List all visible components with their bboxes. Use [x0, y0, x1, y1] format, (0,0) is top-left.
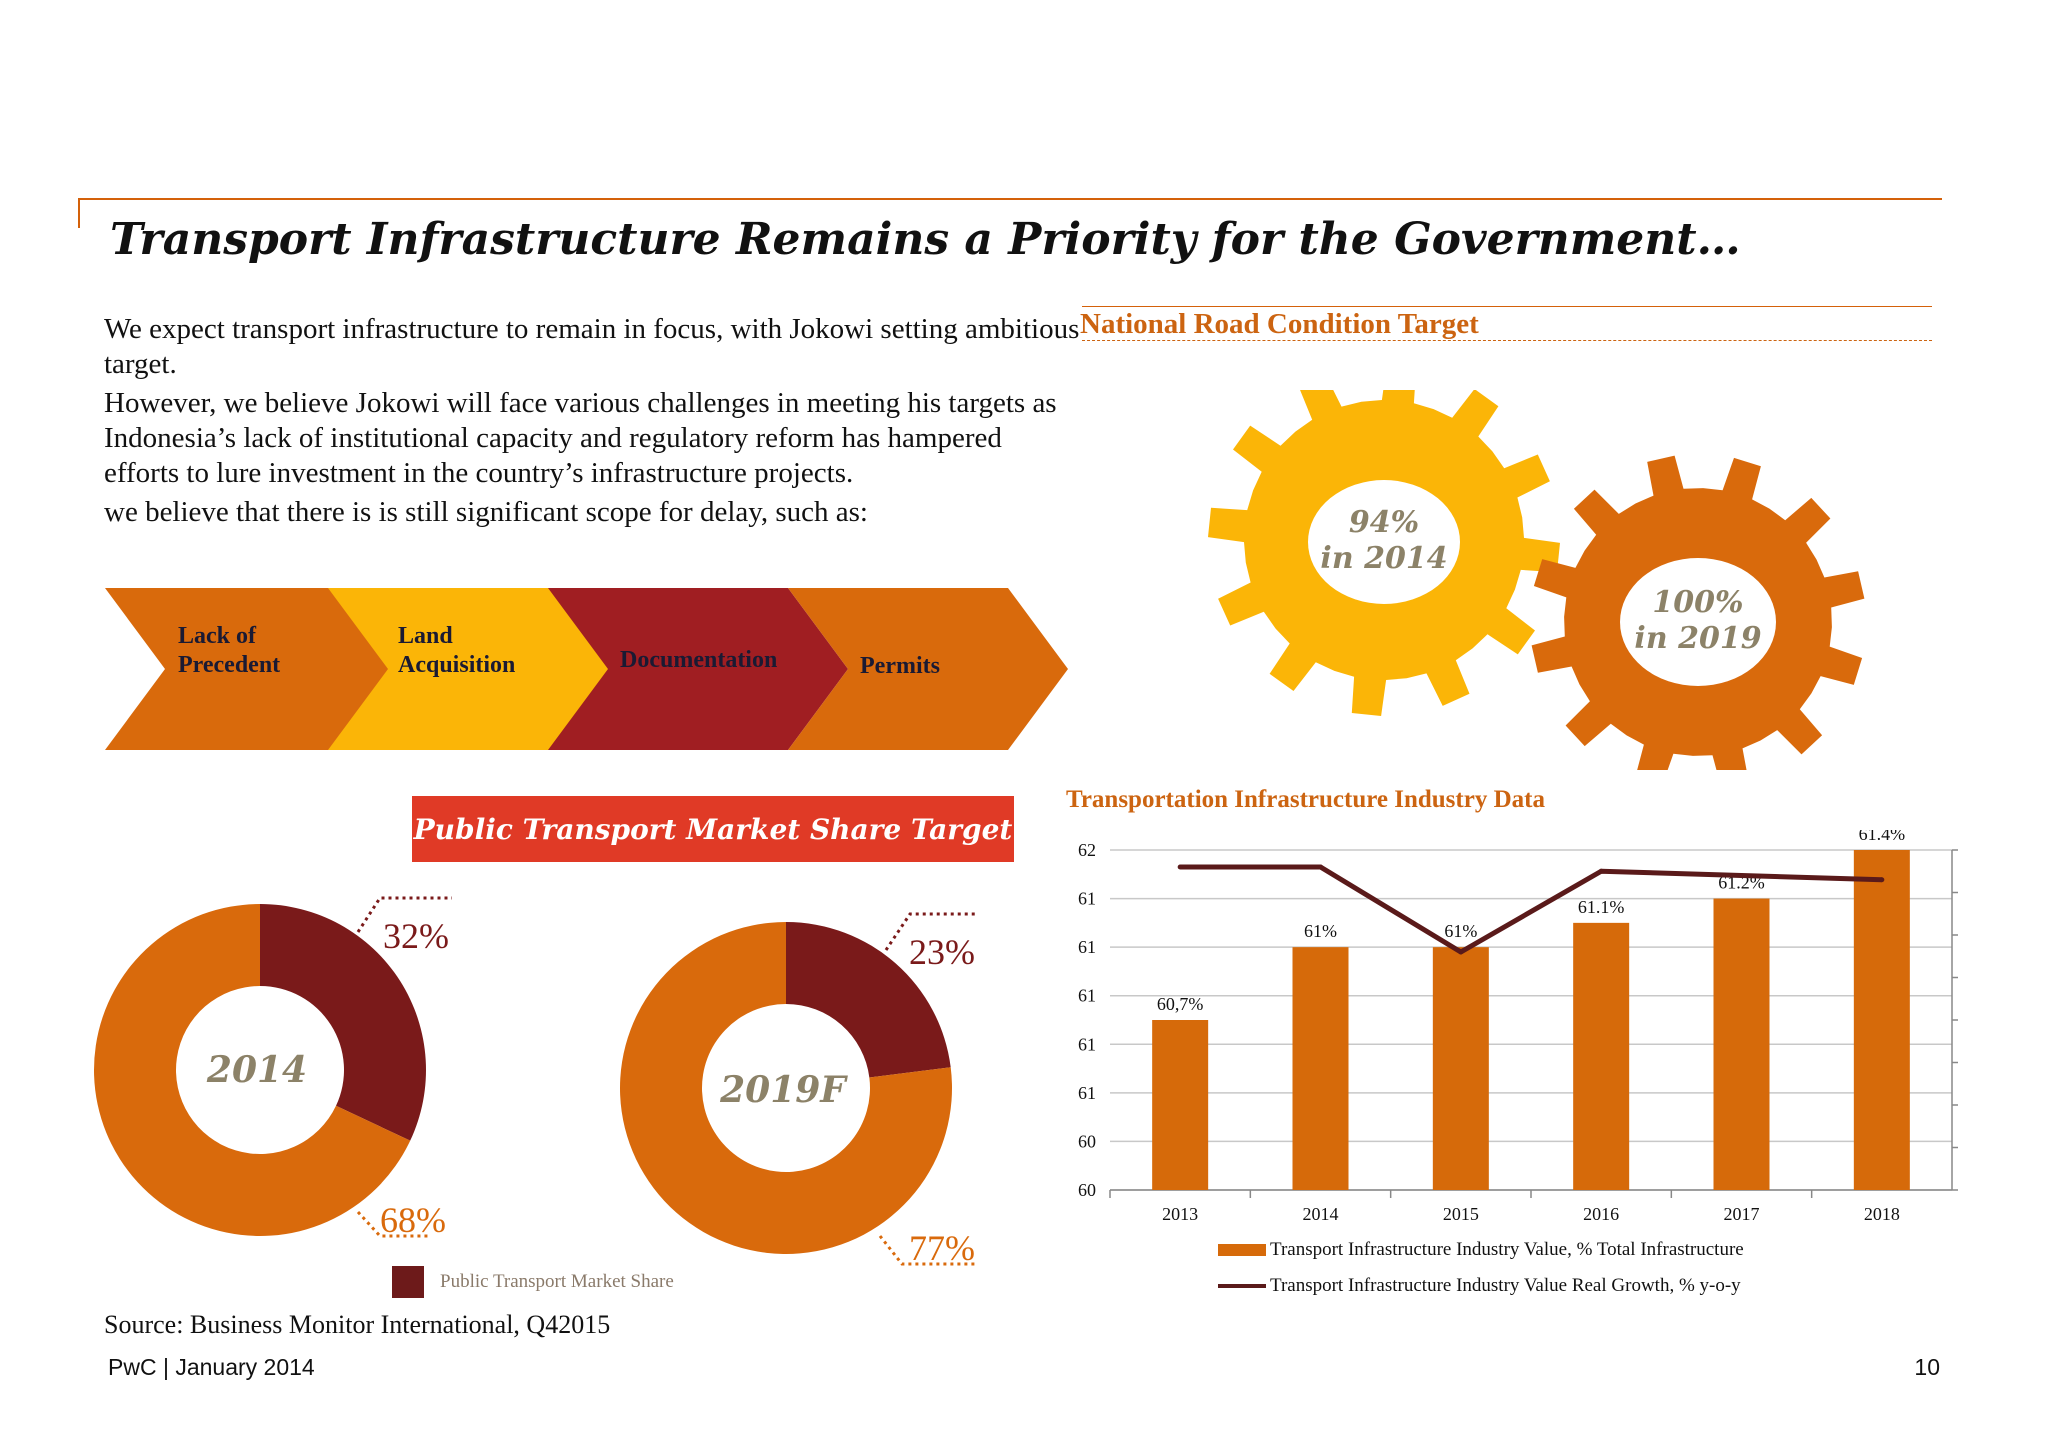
legend-swatch: [1218, 1284, 1266, 1288]
legend-label: Public Transport Market Share: [440, 1271, 674, 1292]
gear-2019: [1531, 455, 1865, 770]
legend-swatch: [392, 1266, 424, 1298]
gear-2014: [1208, 390, 1560, 716]
growth-line: [1180, 864, 1882, 955]
bar: [1713, 898, 1770, 1190]
bar-data-label: 61%: [1304, 921, 1337, 941]
donut-slice: [786, 922, 951, 1078]
x-tick-label: 2018: [1864, 1204, 1900, 1224]
gear-2019-year: in 2019: [1634, 621, 1761, 656]
x-tick-label: 2015: [1443, 1204, 1479, 1224]
donut-slice: [93, 904, 411, 1236]
market-share-legend: Public Transport Market Share: [392, 1266, 674, 1298]
slide-top-rule: [78, 198, 1942, 200]
left-tick-label: 60: [1078, 1180, 1096, 1200]
chevron-label-line: Land: [398, 623, 453, 649]
bar: [1432, 947, 1489, 1190]
bar-data-label: 60,7%: [1157, 994, 1204, 1014]
road-target-title-text: National Road Condition Target: [1080, 308, 1479, 340]
industry-bar-line-chart: 606061616161616201234567860,7%201361%201…: [1078, 830, 1958, 1224]
left-tick-label: 61: [1078, 1034, 1096, 1054]
chevron-label-lack-of-precedent: Lack of Precedent: [178, 622, 280, 680]
intro-paragraph: However, we believe Jokowi will face var…: [104, 387, 1057, 489]
legend-swatch: [1218, 1244, 1266, 1256]
left-tick-label: 61: [1078, 1083, 1096, 1103]
chevron-lack-of-precedent: [105, 588, 400, 750]
donut-center-label: 2019F: [719, 1069, 848, 1111]
source-note: Source: Business Monitor International, …: [104, 1310, 611, 1339]
growth-point: [1879, 877, 1885, 883]
x-tick-label: 2016: [1583, 1204, 1619, 1224]
legend-label: Transport Infrastructure Industry Value …: [1270, 1275, 1741, 1296]
leader-line-2019-77: [878, 1235, 976, 1266]
chevron-label-line: Lack of: [178, 623, 256, 649]
leader-line-2019-23: [884, 912, 976, 951]
road-gears: 94% in 2014 100% in 2019: [1208, 390, 1865, 770]
challenges-chevrons: [105, 588, 1068, 750]
growth-point: [1318, 864, 1323, 870]
page-number: 10: [1914, 1354, 1940, 1380]
bar: [1292, 947, 1349, 1190]
growth-point: [1177, 864, 1183, 870]
industry-chart-legend: Transport Infrastructure Industry Value,…: [1218, 1232, 1744, 1304]
left-tick-label: 61: [1078, 986, 1096, 1006]
donut-slice: [260, 904, 426, 1141]
chevron-land-acquisition: [328, 588, 612, 750]
slide-left-rule: [78, 198, 80, 228]
industry-chart-title: Transportation Infrastructure Industry D…: [1066, 786, 1545, 813]
road-target-title: National Road Condition Target: [1080, 306, 1932, 341]
slice-label: 23%: [909, 932, 975, 972]
chevron-permits: [788, 588, 1068, 750]
chevron-label-permits: Permits: [860, 653, 940, 679]
x-tick-label: 2014: [1303, 1204, 1339, 1224]
growth-point: [1458, 949, 1464, 955]
gear-2014-year: in 2014: [1320, 541, 1447, 576]
x-tick-label: 2017: [1724, 1204, 1760, 1224]
growth-point: [1598, 868, 1604, 874]
left-tick-label: 60: [1078, 1131, 1096, 1151]
footer-left: PwC | January 2014: [108, 1354, 315, 1380]
gear-2019-value: 100%: [1652, 585, 1743, 620]
bar: [1152, 1020, 1209, 1190]
gear-2014-value: 94%: [1349, 505, 1419, 540]
donut-center-label: 2014: [206, 1049, 307, 1091]
left-tick-label: 61: [1078, 937, 1096, 957]
intro-paragraph: We expect transport infrastructure to re…: [104, 313, 1080, 380]
legend-item-line: Transport Infrastructure Industry Value …: [1218, 1268, 1744, 1304]
slide-title: Transport Infrastructure Remains a Prior…: [110, 214, 1741, 265]
chevron-documentation: [548, 588, 848, 750]
legend-item-bar: Transport Infrastructure Industry Value,…: [1218, 1232, 1744, 1268]
x-tick-label: 2013: [1162, 1204, 1198, 1224]
gear-2019-hole: [1620, 558, 1776, 686]
gear-2014-hole: [1308, 480, 1460, 604]
donut-slice: [620, 922, 952, 1254]
slice-label: 68%: [380, 1200, 446, 1240]
market-share-donuts: 32% 68% 23% 77% 2014 2019F: [93, 896, 976, 1268]
chevron-label-documentation: Documentation: [620, 647, 778, 673]
bar: [1853, 850, 1910, 1190]
donut-2019f: [620, 922, 952, 1254]
slice-label: 32%: [383, 916, 449, 956]
chevron-label-line: Acquisition: [398, 652, 516, 678]
bar-data-label: 61.1%: [1578, 897, 1625, 917]
intro-text: We expect transport infrastructure to re…: [104, 312, 1084, 534]
bar-data-label: 61%: [1444, 921, 1477, 941]
intro-paragraph: we believe that there is is still signif…: [104, 496, 868, 528]
left-tick-label: 62: [1078, 840, 1096, 860]
bar-data-label: 61.4%: [1859, 830, 1906, 844]
left-tick-label: 61: [1078, 889, 1096, 909]
leader-line-2014-68: [356, 1210, 430, 1238]
chevron-label-line: Precedent: [178, 652, 281, 678]
chevron-label-land-acquisition: Land Acquisition: [398, 622, 515, 680]
legend-label: Transport Infrastructure Industry Value,…: [1270, 1239, 1744, 1260]
donut-2014: [93, 904, 426, 1236]
market-share-banner: Public Transport Market Share Target: [412, 796, 1014, 862]
slice-label: 77%: [909, 1228, 975, 1268]
bar: [1573, 922, 1630, 1190]
growth-point: [1739, 873, 1744, 878]
